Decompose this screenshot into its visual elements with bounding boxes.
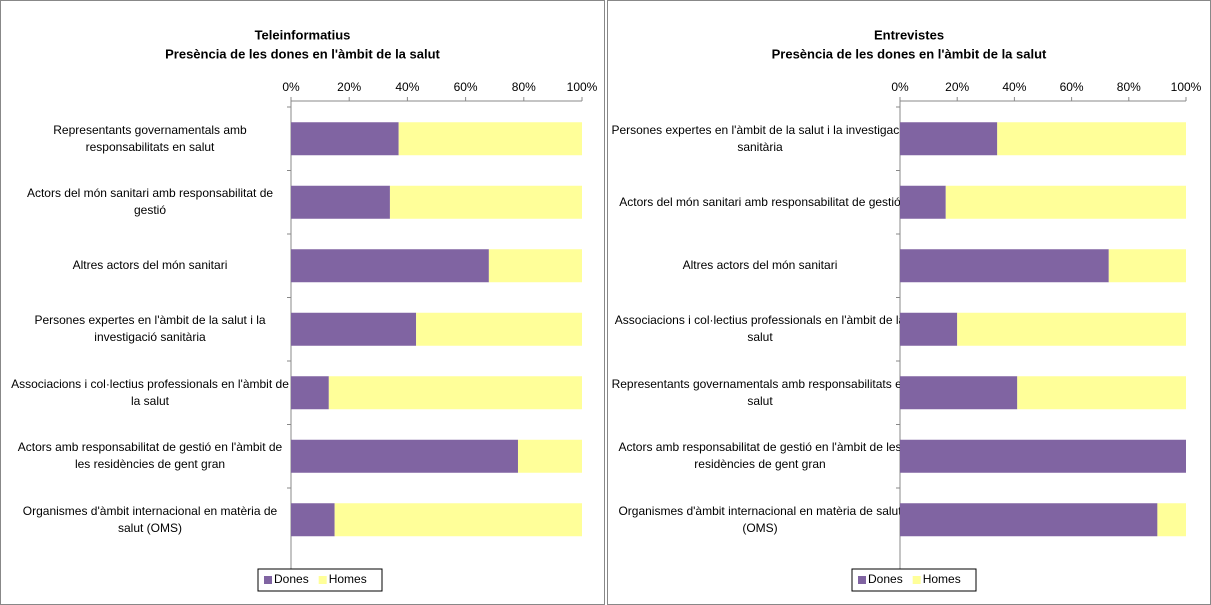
bar-segment	[291, 249, 489, 283]
y-tick-label: Persones expertes en l'àmbit de la salut…	[611, 122, 909, 154]
bar-segment	[488, 249, 582, 283]
y-tick-label: Actors amb responsabilitat de gestió en …	[618, 440, 902, 472]
y-label-box: Actors del món sanitari amb responsabili…	[26, 186, 274, 218]
bar-segment	[291, 122, 399, 156]
y-label-box: Actors del món sanitari amb responsabili…	[619, 194, 901, 209]
legend-label: Homes	[923, 572, 961, 586]
bar-segment	[291, 439, 518, 473]
x-tick-label: 40%	[395, 80, 419, 94]
x-tick-label: 0%	[891, 80, 909, 94]
x-tick-label: 100%	[1171, 80, 1202, 94]
bar-segment	[900, 376, 1018, 410]
y-tick-label: Altres actors del món sanitari	[72, 258, 228, 273]
bar-segment	[328, 376, 582, 410]
y-label-box: Altres actors del món sanitari	[72, 258, 228, 273]
bar-segment	[398, 122, 582, 156]
y-label-box: Altres actors del món sanitari	[682, 258, 838, 273]
bar-segment	[1017, 376, 1186, 410]
bar-segment	[900, 122, 998, 156]
x-tick-label: 20%	[337, 80, 361, 94]
y-tick-label: Actors del món sanitari amb responsabili…	[619, 194, 901, 209]
bar-segment	[334, 503, 582, 537]
x-tick-label: 80%	[1117, 80, 1141, 94]
bar-segment	[900, 503, 1158, 537]
y-label-box: Organismes d'àmbit internacional en matè…	[618, 503, 902, 535]
bar-segment	[291, 185, 390, 219]
y-tick-label: Associacions i col·lectius professionals…	[11, 376, 289, 408]
y-label-box: Associacions i col·lectius professionals…	[614, 313, 906, 345]
y-label-box: Actors amb responsabilitat de gestió en …	[17, 440, 283, 472]
legend-swatch	[858, 576, 866, 584]
bar-segment	[957, 312, 1186, 346]
y-label-box: Representants governamentals amb respons…	[53, 122, 247, 154]
legend-swatch	[264, 576, 272, 584]
bar-segment	[900, 312, 958, 346]
x-tick-label: 60%	[1060, 80, 1084, 94]
bar-segment	[517, 439, 582, 473]
bar-segment	[900, 439, 1186, 473]
bar-segment	[945, 185, 1186, 219]
y-tick-label: Altres actors del món sanitari	[682, 258, 838, 273]
chart-subtitle: Presència de les dones en l'àmbit de la …	[772, 46, 1047, 61]
x-tick-label: 40%	[1002, 80, 1026, 94]
y-tick-label: Organismes d'àmbit internacional en matè…	[22, 503, 278, 535]
bar-segment	[389, 185, 582, 219]
bar-segment	[997, 122, 1186, 156]
bar-segment	[900, 249, 1109, 283]
y-tick-label: Persones expertes en l'àmbit de la salut…	[34, 313, 266, 345]
bar-segment	[1157, 503, 1186, 537]
y-label-box: Organismes d'àmbit internacional en matè…	[22, 503, 278, 535]
legend-swatch	[912, 576, 921, 584]
y-label-box: Representants governamentals amb respons…	[611, 376, 909, 408]
x-tick-label: 20%	[945, 80, 969, 94]
legend-label: Homes	[329, 572, 367, 586]
y-tick-label: Organismes d'àmbit internacional en matè…	[618, 503, 902, 535]
y-tick-label: Associacions i col·lectius professionals…	[614, 313, 906, 345]
y-tick-label: Actors del món sanitari amb responsabili…	[26, 186, 274, 218]
legend-label: Dones	[868, 572, 903, 586]
bar-segment	[416, 312, 582, 346]
y-label-box: Persones expertes en l'àmbit de la salut…	[611, 122, 909, 154]
chart-title: Teleinformatius	[255, 27, 351, 42]
chart-title: Entrevistes	[874, 27, 944, 42]
chart-subtitle: Presència de les dones en l'àmbit de la …	[165, 46, 440, 61]
x-tick-label: 100%	[567, 80, 598, 94]
bar-segment	[291, 312, 417, 346]
y-label-box: Actors amb responsabilitat de gestió en …	[618, 440, 902, 472]
bar-segment	[1108, 249, 1186, 283]
y-tick-label: Actors amb responsabilitat de gestió en …	[17, 440, 283, 472]
bar-segment	[900, 185, 946, 219]
legend-label: Dones	[274, 572, 309, 586]
bar-segment	[291, 376, 329, 410]
y-label-box: Associacions i col·lectius professionals…	[11, 376, 289, 408]
legend-swatch	[318, 576, 327, 584]
y-tick-label: Representants governamentals amb respons…	[53, 122, 247, 154]
x-tick-label: 0%	[282, 80, 300, 94]
x-tick-label: 80%	[512, 80, 536, 94]
y-tick-label: Representants governamentals amb respons…	[611, 376, 909, 408]
y-label-box: Persones expertes en l'àmbit de la salut…	[34, 313, 266, 345]
bar-segment	[291, 503, 335, 537]
x-tick-label: 60%	[454, 80, 478, 94]
